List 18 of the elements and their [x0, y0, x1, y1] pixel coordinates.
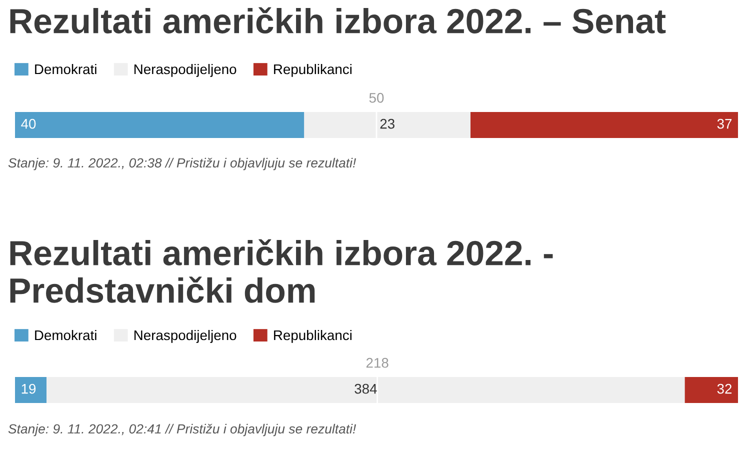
legend-label: Republikanci — [274, 330, 352, 343]
data-label: 32 — [717, 384, 732, 394]
text: Stanje: 9. 11. 2022., 02:41 // Pristižu i objavljuju se rezultati! — [8, 424, 356, 436]
text: Stanje: 9. 11. 2022., 02:38 // Pristižu i objavljuju se rezultati! — [8, 158, 356, 170]
legend-label: Demokrati — [35, 64, 96, 74]
ref-line-label: 218 — [366, 358, 388, 368]
legend-label: Neraspodijeljeno — [134, 64, 236, 77]
legend-label: Republikanci — [274, 64, 352, 77]
ref-line-label: 50 — [369, 92, 384, 103]
data-label: 23 — [380, 118, 394, 129]
data-label: 37 — [717, 118, 732, 129]
data-label: 19 — [22, 384, 36, 394]
legend-label: Neraspodijeljeno — [134, 330, 236, 343]
chart-title: Rezultati američkih izbora 2022. – Senat — [10, 7, 666, 34]
legend-label: Demokrati — [35, 330, 96, 340]
data-label: 40 — [21, 118, 36, 129]
chart-title: Rezultati američkih izbora 2022. - Predstavnički dom — [10, 239, 553, 303]
data-label: 384 — [354, 384, 377, 394]
